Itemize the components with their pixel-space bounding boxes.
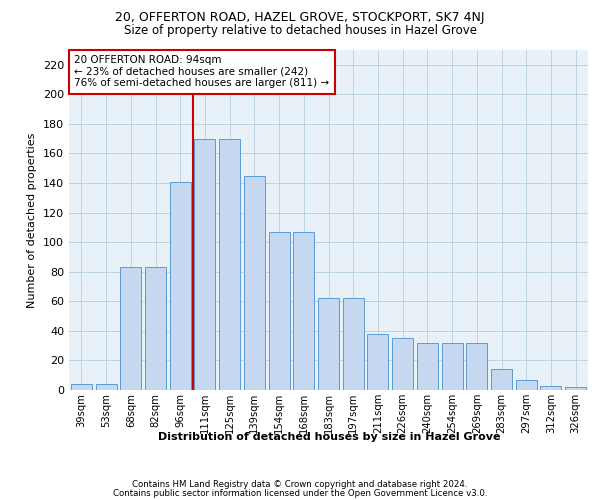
Bar: [343, 298, 364, 390]
Text: Size of property relative to detached houses in Hazel Grove: Size of property relative to detached ho…: [124, 24, 476, 37]
Bar: [71, 384, 92, 390]
Bar: [170, 182, 191, 390]
Bar: [269, 232, 290, 390]
Bar: [194, 138, 215, 390]
Y-axis label: Number of detached properties: Number of detached properties: [28, 132, 37, 308]
Bar: [293, 232, 314, 390]
Text: Contains HM Land Registry data © Crown copyright and database right 2024.: Contains HM Land Registry data © Crown c…: [132, 480, 468, 489]
Bar: [219, 138, 240, 390]
Bar: [417, 342, 438, 390]
Bar: [120, 268, 141, 390]
Bar: [466, 342, 487, 390]
Bar: [442, 342, 463, 390]
Bar: [565, 387, 586, 390]
Bar: [318, 298, 339, 390]
Text: 20 OFFERTON ROAD: 94sqm
← 23% of detached houses are smaller (242)
76% of semi-d: 20 OFFERTON ROAD: 94sqm ← 23% of detache…: [74, 55, 329, 88]
Bar: [244, 176, 265, 390]
Bar: [95, 384, 116, 390]
Text: Contains public sector information licensed under the Open Government Licence v3: Contains public sector information licen…: [113, 488, 487, 498]
Bar: [392, 338, 413, 390]
Bar: [367, 334, 388, 390]
Bar: [145, 268, 166, 390]
Bar: [541, 386, 562, 390]
Text: Distribution of detached houses by size in Hazel Grove: Distribution of detached houses by size …: [158, 432, 500, 442]
Bar: [516, 380, 537, 390]
Bar: [491, 370, 512, 390]
Text: 20, OFFERTON ROAD, HAZEL GROVE, STOCKPORT, SK7 4NJ: 20, OFFERTON ROAD, HAZEL GROVE, STOCKPOR…: [115, 12, 485, 24]
